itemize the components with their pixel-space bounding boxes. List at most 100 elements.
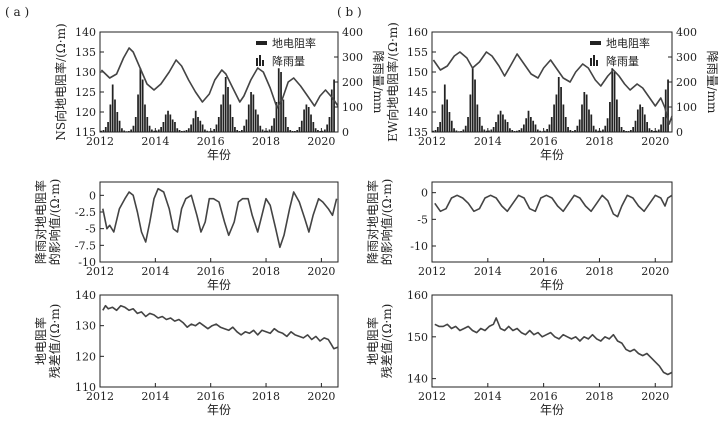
b-top-rain-bar (578, 119, 581, 132)
a-top-xtick-label: 2018 (252, 135, 280, 148)
a-top-rain-bar (333, 79, 335, 132)
b-top-panel-label: ( b ) (337, 5, 362, 19)
b-top-rain-bar (532, 120, 535, 132)
b-top-rain-bar (585, 94, 588, 132)
b-bot-y-axis-label-line: 残差值/(Ω·m) (379, 304, 394, 379)
b-top-rain-bar (613, 72, 616, 132)
a-top-rain-bar (146, 117, 149, 132)
a-top-rain-bar (190, 124, 192, 132)
b-top-rain-bar (583, 92, 586, 132)
b-top-rain-bar (520, 128, 523, 132)
a-top-rain-bar (174, 122, 176, 132)
b-mid-ytick-label: -10 (410, 240, 428, 253)
b-bot-xtick-label: 2020 (641, 390, 669, 403)
b-top-rain-bar (443, 84, 446, 132)
a-top-rain-bar (282, 99, 285, 132)
a-top-rain-bar (169, 114, 172, 132)
b-mid-y-axis-label-line: 的影响值/(Ω·m) (379, 179, 394, 266)
a-top-y2tick-label: 300 (342, 51, 363, 64)
b-top-rain-bar (548, 124, 551, 132)
a-top-rain-bar (116, 112, 119, 132)
b-top-rain-bar (511, 130, 514, 132)
a-top-rain-bar (157, 129, 160, 132)
b-top-rain-bar (490, 129, 493, 132)
a-mid-line-series (102, 187, 338, 249)
a-top-ytick-label: 135 (75, 46, 96, 59)
a-top-rain-bar (134, 117, 137, 132)
b-top-rain-bar (611, 68, 614, 132)
a-top-rain-bar (231, 117, 234, 132)
a-top-rain-bar (314, 128, 317, 132)
b-top-rain-bar (464, 125, 467, 132)
b-top-legend-bar-swatch (596, 60, 598, 66)
a-top-xtick-label: 2012 (86, 135, 114, 148)
a-top-xtick-label: 2016 (197, 135, 225, 148)
a-top-rain-bar (192, 118, 195, 132)
b-top-rain-bar (616, 99, 618, 132)
b-top-rain-bar (543, 130, 546, 132)
b-top-rain-bar (627, 131, 630, 132)
b-top-rain-bar (518, 130, 521, 132)
b-top-rain-bar (599, 130, 602, 132)
a-top-rain-bar (227, 87, 229, 132)
a-top-rain-bar (294, 131, 296, 132)
b-top-ytick-label: 160 (407, 26, 428, 39)
a-bot-xtick-label: 2018 (252, 390, 280, 403)
b-top-rain-bar (476, 104, 479, 132)
a-mid-ytick-label: -2.5 (75, 206, 96, 219)
b-top-ytick-label: 135 (407, 126, 428, 139)
a-top-rain-bar (257, 114, 259, 132)
b-top-rain-bar (629, 130, 632, 132)
b-top-rain-bar (483, 129, 486, 132)
a-top-rain-bar (323, 129, 326, 132)
b-bot-plot-frame (431, 294, 673, 388)
a-bot-y-axis-label-line: 残差值/(Ω·m) (47, 304, 62, 379)
a-top-xtick-label: 2020 (307, 135, 335, 148)
a-top-rain-bar (137, 94, 139, 132)
a-top-rain-bar (277, 68, 280, 132)
a-top-rain-bar (125, 131, 128, 132)
b-top-rain-bar (485, 130, 488, 132)
a-top-rain-bar (254, 109, 257, 132)
a-top-rain-bar (109, 104, 112, 132)
b-top-rain-bar (576, 125, 579, 132)
b-mid-ytick-label: 0 (421, 187, 428, 200)
b-top-rain-bar (436, 127, 439, 132)
b-mid-xtick-label: 2020 (641, 265, 669, 278)
a-top-rain-bar (183, 130, 186, 132)
b-top-rain-bar (499, 110, 502, 132)
a-bot-xtick-label: 2014 (141, 390, 169, 403)
b-top-rain-bar (446, 99, 448, 132)
a-top-xtick-label: 2014 (141, 135, 169, 148)
b-top-rain-bar (555, 94, 558, 132)
a-top-rain-bar (199, 120, 202, 132)
a-top-ytick-label: 120 (75, 106, 96, 119)
b-top-rain-bar (462, 129, 465, 132)
a-top-rain-bar (310, 114, 312, 132)
b-top-rain-bar (595, 129, 597, 132)
a-top-rain-bar (123, 130, 126, 132)
b-top-line-series (432, 51, 673, 125)
a-top-rain-bar (270, 125, 273, 132)
a-top-rain-bar (104, 127, 107, 132)
b-top-rain-bar (625, 131, 628, 132)
b-top-rain-bar (564, 117, 567, 132)
a-top-rain-bar (234, 127, 236, 132)
a-top-rain-bar (178, 130, 181, 132)
a-top-panel-label: ( a ) (5, 5, 29, 19)
b-top-rain-bar (650, 130, 653, 132)
a-top-rain-bar (201, 124, 204, 132)
a-bot-ytick-label: 120 (75, 350, 96, 363)
b-top-rain-bar (492, 127, 495, 132)
a-top-rain-bar (181, 131, 183, 132)
a-mid-plot-frame (99, 181, 339, 263)
b-top-legend-bar-swatch (590, 58, 592, 66)
b-top-rain-bar (622, 130, 625, 132)
b-top-rain-bar (574, 130, 576, 132)
b-top-rain-bar (641, 107, 644, 132)
b-top-rain-bar (602, 129, 604, 132)
a-top-rain-bar (107, 122, 109, 132)
b-mid-xtick-label: 2016 (530, 265, 558, 278)
b-bot-ytick-label: 160 (407, 289, 428, 302)
